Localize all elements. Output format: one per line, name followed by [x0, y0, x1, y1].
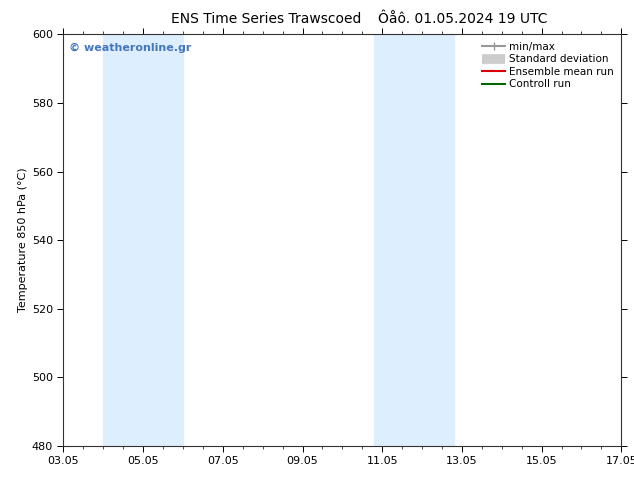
Bar	[103, 34, 183, 446]
Text: Ôåô. 01.05.2024 19 UTC: Ôåô. 01.05.2024 19 UTC	[378, 12, 548, 26]
Bar	[374, 34, 454, 446]
Legend: min/max, Standard deviation, Ensemble mean run, Controll run: min/max, Standard deviation, Ensemble me…	[480, 40, 616, 92]
Y-axis label: Temperature 850 hPa (°C): Temperature 850 hPa (°C)	[18, 168, 27, 313]
Text: © weatheronline.gr: © weatheronline.gr	[69, 43, 191, 52]
Text: ENS Time Series Trawscoed: ENS Time Series Trawscoed	[171, 12, 361, 26]
